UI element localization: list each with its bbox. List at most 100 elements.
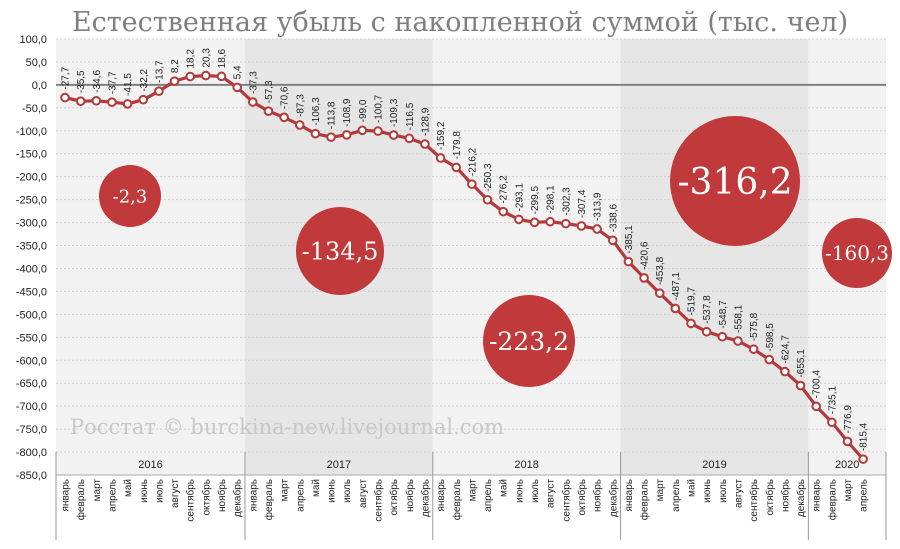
data-point [482,194,493,205]
data-point [545,216,555,227]
month-label: январь [812,479,823,511]
month-label: июль [718,479,729,503]
data-point [561,218,571,229]
data-label: -87,3 [295,94,306,117]
data-point [780,366,790,377]
data-point [811,401,822,412]
data-point [670,303,681,314]
data-label: -108,9 [342,98,353,127]
month-label: май [687,479,698,497]
month-label: июль [154,479,165,503]
month-label: январь [248,479,259,511]
data-label: -598,5 [765,323,776,352]
data-label: -116,5 [405,102,416,130]
y-tick-label: 50,0 [26,57,47,69]
data-point [373,126,383,136]
data-label: -298,1 [546,185,557,214]
data-label: -100,7 [374,94,385,123]
data-point [795,380,806,391]
month-label: сентябрь [373,479,385,522]
data-point [701,326,712,337]
y-tick-label: -250,0 [16,195,47,207]
y-tick-label: -400,0 [16,263,47,275]
data-label: -99,0 [358,99,369,122]
y-tick-label: -200,0 [16,172,47,184]
month-label: март [655,479,666,502]
month-label: июнь [514,479,525,503]
total-label-2017: -134,5 [302,238,379,266]
month-label: август [733,479,744,508]
month-label: январь [61,479,72,511]
data-label: -27,7 [61,66,72,89]
data-label: -558,1 [733,304,744,333]
data-label: -519,7 [687,287,698,316]
data-label: -313,9 [593,192,604,221]
month-label: апрель [295,479,306,512]
data-point [576,221,587,231]
data-point [60,92,70,103]
data-label: -34,6 [92,70,103,93]
data-label: 18,2 [186,49,197,69]
month-label: май [311,479,322,497]
data-point [263,106,274,116]
month-label: июль [342,479,353,503]
month-label: март [467,479,478,502]
data-point [733,336,743,346]
data-point [279,112,289,123]
data-label: -420,6 [640,241,651,270]
month-label: май [123,479,134,497]
data-label: -624,7 [780,335,791,364]
y-tick-label: -750,0 [16,424,47,436]
month-label: сентябрь [560,479,572,522]
data-point [623,256,634,267]
month-label: декабрь [419,479,431,517]
data-label: -41,5 [123,73,134,96]
data-point [248,97,258,107]
data-label: -13,7 [154,60,165,83]
series-line [64,73,865,461]
data-label: -159,2 [436,121,447,150]
y-tick-label: -600,0 [16,355,47,367]
data-label: -815,4 [859,422,870,451]
data-point [451,162,462,173]
data-label: -57,3 [264,80,275,103]
data-point [310,128,321,139]
data-point [169,76,180,86]
month-label: июнь [327,479,338,503]
data-point [654,288,665,298]
data-point [232,82,242,93]
month-label: август [170,479,181,508]
data-label: -113,8 [327,101,338,129]
month-label: июнь [139,479,150,503]
month-label: январь [436,479,447,511]
data-point [388,130,399,140]
y-tick-label: -700,0 [16,401,47,413]
data-point [201,70,211,81]
month-label: март [92,479,103,502]
y-tick-label: 0,0 [32,80,47,92]
data-label: -293,1 [514,183,525,212]
month-label: август [546,479,557,508]
data-label: -37,7 [107,71,118,94]
month-label: май [499,479,510,497]
data-point [326,132,336,142]
month-label: август [358,479,369,508]
year-band-2016 [56,39,245,475]
month-label: июнь [702,479,713,503]
data-label: -216,2 [467,147,478,176]
month-label: октябрь [764,479,776,516]
watermark: Росстат © burckina-new.livejournal.com [70,415,504,439]
month-label: март [280,479,291,502]
month-label: октябрь [576,479,588,516]
chart-title: Естественная убыль с накопленной суммой … [72,7,848,38]
data-label: 8,2 [170,59,181,73]
data-label: 18,6 [217,48,228,68]
y-tick-label: -300,0 [16,218,47,230]
data-label: -32,2 [139,68,150,91]
data-point [842,436,853,447]
y-tick-label: -850,0 [16,470,47,482]
data-point [357,125,368,136]
data-point [91,95,102,106]
data-point [529,217,540,228]
